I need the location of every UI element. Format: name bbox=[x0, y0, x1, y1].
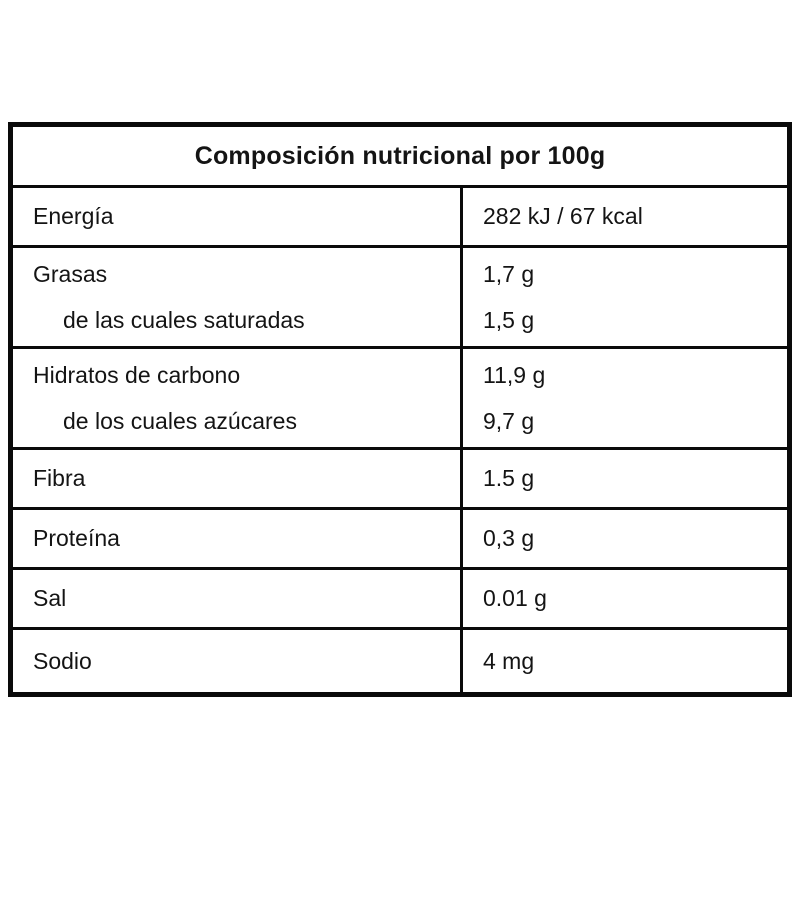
nutrient-value: 1.5 g bbox=[483, 465, 535, 491]
row-value-cell: 282 kJ / 67 kcal bbox=[463, 188, 787, 245]
row-value-cell: 1.5 g bbox=[463, 450, 787, 507]
nutrient-name: Energía bbox=[33, 203, 114, 229]
nutrient-name: Grasas bbox=[33, 260, 108, 287]
row-value-cell: 4 mg bbox=[463, 630, 787, 692]
nutrient-value: 0,3 g bbox=[483, 525, 535, 551]
nutrition-table: Composición nutricional por 100g Energía… bbox=[8, 122, 792, 697]
nutrient-value: 282 kJ / 67 kcal bbox=[483, 203, 643, 229]
nutrient-name: Hidratos de carbono bbox=[33, 361, 241, 388]
nutrient-value: 1,7 g bbox=[483, 260, 535, 287]
table-title: Composición nutricional por 100g bbox=[194, 141, 606, 170]
table-row-proteina: Proteína 0,3 g bbox=[13, 507, 787, 567]
row-value-cell: 0,3 g bbox=[463, 510, 787, 567]
row-label-cell: Proteína bbox=[13, 510, 463, 567]
nutrient-subname: de los cuales azúcares bbox=[63, 407, 297, 434]
row-value-cell: 1,7 g 1,5 g bbox=[463, 248, 787, 346]
row-label-cell: Sal bbox=[13, 570, 463, 627]
nutrient-value: 11,9 g bbox=[483, 361, 546, 388]
nutrient-name: Fibra bbox=[33, 465, 86, 491]
table-row-sal: Sal 0.01 g bbox=[13, 567, 787, 627]
table-title-row: Composición nutricional por 100g bbox=[13, 127, 787, 185]
table-row-hidratos: Hidratos de carbono de los cuales azúcar… bbox=[13, 346, 787, 447]
row-value-cell: 0.01 g bbox=[463, 570, 787, 627]
row-value-cell: 11,9 g 9,7 g bbox=[463, 349, 787, 447]
nutrient-subname: de las cuales saturadas bbox=[63, 306, 305, 333]
row-label-cell: Energía bbox=[13, 188, 463, 245]
nutrient-name: Sodio bbox=[33, 647, 92, 674]
table-row-fibra: Fibra 1.5 g bbox=[13, 447, 787, 507]
row-label-cell: Hidratos de carbono de los cuales azúcar… bbox=[13, 349, 463, 447]
row-label-cell: Fibra bbox=[13, 450, 463, 507]
row-label-cell: Sodio bbox=[13, 630, 463, 692]
table-row-sodio: Sodio 4 mg bbox=[13, 627, 787, 692]
nutrient-subvalue: 9,7 g bbox=[483, 407, 535, 434]
nutrient-value: 0.01 g bbox=[483, 585, 547, 611]
nutrient-name: Sal bbox=[33, 585, 67, 611]
nutrient-subvalue: 1,5 g bbox=[483, 306, 535, 333]
table-row-grasas: Grasas de las cuales saturadas 1,7 g 1,5… bbox=[13, 245, 787, 346]
nutrient-name: Proteína bbox=[33, 525, 120, 551]
row-label-cell: Grasas de las cuales saturadas bbox=[13, 248, 463, 346]
nutrient-value: 4 mg bbox=[483, 647, 535, 674]
table-row-energia: Energía 282 kJ / 67 kcal bbox=[13, 185, 787, 245]
